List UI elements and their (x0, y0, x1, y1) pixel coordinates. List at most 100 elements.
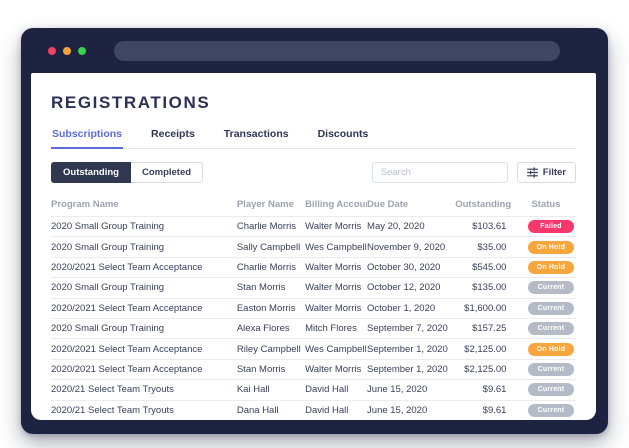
cell-program-name: 2020/2021 Select Team Acceptance (51, 343, 203, 355)
table-row[interactable]: 2020/21 Select Team Tryouts Kai Hall Dav… (51, 379, 576, 399)
table-row[interactable]: 2020 Small Group Training Charlie Morris… (51, 216, 576, 236)
cell-due-date: October 12, 2020 (367, 282, 441, 294)
cell-billing-account: Walter Morris (305, 282, 362, 294)
table-row[interactable]: 2020/2021 Select Team Acceptance Easton … (51, 297, 576, 318)
cell-billing-account: Wes Campbell (305, 343, 367, 355)
cell-player-name: Charlie Morris (236, 221, 296, 233)
cell-due-date: June 15, 2020 (367, 404, 428, 416)
cell-due-date: October 1, 2020 (367, 302, 436, 314)
cell-program-name: 2020/2021 Select Team Acceptance (51, 261, 203, 273)
app-content: REGISTRATIONS Subscriptions Receipts Tra… (31, 73, 596, 420)
column-header-program-name: Program Name (51, 199, 119, 210)
cell-program-name: 2020 Small Group Training (51, 323, 165, 335)
cell-due-date: September 7, 2020 (367, 323, 448, 335)
column-header-billing-account: Billing Account (305, 199, 367, 210)
cell-player-name: Easton Morris (236, 302, 296, 314)
registrations-table: Program Name Player Name Billing Account… (51, 196, 576, 420)
cell-program-name: 2020/21 Select Team Tryouts (51, 384, 174, 396)
table-row[interactable]: 2020/2021 Select Team Acceptance Riley C… (51, 338, 576, 358)
table-row[interactable]: 2020/2021 Select Team Acceptance Charlie… (51, 256, 576, 277)
cell-player-name: Stan Morris (236, 363, 286, 375)
tab-discounts[interactable]: Discounts (317, 128, 369, 140)
cell-outstanding-amount: $9.61 (482, 384, 507, 396)
cell-status: Current (512, 403, 576, 417)
cell-due-date: May 20, 2020 (367, 221, 425, 233)
filter-sliders-icon (526, 167, 538, 178)
cell-status: Current (512, 383, 576, 397)
cell-player-name: Dana Hall (236, 404, 279, 416)
filter-button[interactable]: Filter (516, 162, 576, 183)
cell-status: Current (512, 362, 576, 376)
status-badge: On Hold (527, 240, 574, 254)
cell-player-name: Charlie Morris (236, 261, 296, 273)
cell-outstanding-amount: $1,600.00 (464, 302, 507, 314)
cell-due-date: November 9, 2020 (367, 241, 446, 253)
toolbar-right: Filter (371, 162, 576, 183)
table-row[interactable]: 2020/2021 Select Team Acceptance Stan Mo… (51, 358, 576, 379)
tab-subscriptions[interactable]: Subscriptions (51, 124, 124, 149)
status-badge: Current (527, 362, 574, 376)
cell-billing-account: Walter Morris (305, 261, 362, 273)
cell-status: On Hold (512, 240, 576, 254)
cell-player-name: Kai Hall (236, 384, 270, 396)
cell-player-name: Sally Campbell (236, 241, 301, 253)
minimize-window-icon[interactable] (63, 46, 71, 55)
table-row[interactable]: 2020 Small Group Training Alexa Flores M… (51, 317, 576, 338)
column-header-due-date: Due Date (367, 199, 409, 210)
cell-status: On Hold (512, 342, 576, 356)
status-segmented-control: Outstanding Completed (51, 162, 204, 183)
cell-program-name: 2020/21 Select Team Tryouts (51, 404, 174, 416)
cell-status: Current (512, 281, 576, 295)
tab-bar: Subscriptions Receipts Transactions Disc… (51, 124, 576, 149)
table-row[interactable]: 2020/21 Select Team Tryouts Dana Hall Da… (51, 399, 576, 420)
cell-player-name: Alexa Flores (236, 323, 290, 335)
cell-due-date: June 15, 2020 (367, 384, 428, 396)
page-title: REGISTRATIONS (51, 93, 211, 112)
cell-outstanding-amount: $2,125.00 (464, 343, 507, 355)
maximize-window-icon[interactable] (78, 46, 86, 55)
window-controls (48, 46, 86, 55)
cell-player-name: Stan Morris (236, 282, 286, 294)
status-badge: On Hold (527, 342, 574, 356)
column-header-status: Status (531, 199, 561, 210)
cell-outstanding-amount: $2,125.00 (464, 363, 507, 375)
tab-transactions[interactable]: Transactions (223, 128, 289, 140)
cell-status: Failed (512, 220, 576, 234)
cell-status: Current (512, 322, 576, 336)
search-input[interactable] (371, 162, 508, 183)
status-badge: Current (527, 281, 574, 295)
cell-outstanding-amount: $157.25 (472, 323, 507, 335)
cell-program-name: 2020/2021 Select Team Acceptance (51, 302, 203, 314)
table-header-row: Program Name Player Name Billing Account… (51, 196, 576, 216)
cell-billing-account: David Hall (305, 384, 349, 396)
status-badge: On Hold (527, 260, 574, 274)
status-badge: Failed (527, 220, 574, 234)
cell-billing-account: David Hall (305, 404, 349, 416)
cell-status: On Hold (512, 260, 576, 274)
cell-due-date: October 30, 2020 (367, 261, 441, 273)
table-row[interactable]: 2020 Small Group Training Sally Campbell… (51, 236, 576, 256)
cell-outstanding-amount: $545.00 (472, 261, 507, 273)
column-header-outstanding: Outstanding (455, 199, 512, 210)
cell-billing-account: Mitch Flores (305, 323, 357, 335)
completed-toggle-button[interactable]: Completed (130, 162, 204, 183)
cell-due-date: September 1, 2020 (367, 343, 448, 355)
cell-billing-account: Walter Morris (305, 302, 362, 314)
status-badge: Current (527, 383, 574, 397)
status-badge: Current (527, 322, 574, 336)
close-window-icon[interactable] (48, 46, 56, 55)
table-body: 2020 Small Group Training Charlie Morris… (51, 216, 576, 420)
cell-outstanding-amount: $35.00 (477, 241, 507, 253)
cell-program-name: 2020 Small Group Training (51, 282, 165, 294)
cell-billing-account: Wes Campbell (305, 241, 367, 253)
browser-window: REGISTRATIONS Subscriptions Receipts Tra… (21, 28, 608, 434)
table-row[interactable]: 2020 Small Group Training Stan Morris Wa… (51, 277, 576, 297)
browser-chrome (21, 28, 608, 73)
cell-player-name: Riley Campbell (236, 343, 301, 355)
status-badge: Current (527, 301, 574, 315)
outstanding-toggle-button[interactable]: Outstanding (51, 162, 131, 183)
address-bar[interactable] (114, 40, 560, 61)
tab-receipts[interactable]: Receipts (151, 128, 195, 140)
column-header-player-name: Player Name (236, 199, 294, 210)
cell-program-name: 2020/2021 Select Team Acceptance (51, 363, 203, 375)
